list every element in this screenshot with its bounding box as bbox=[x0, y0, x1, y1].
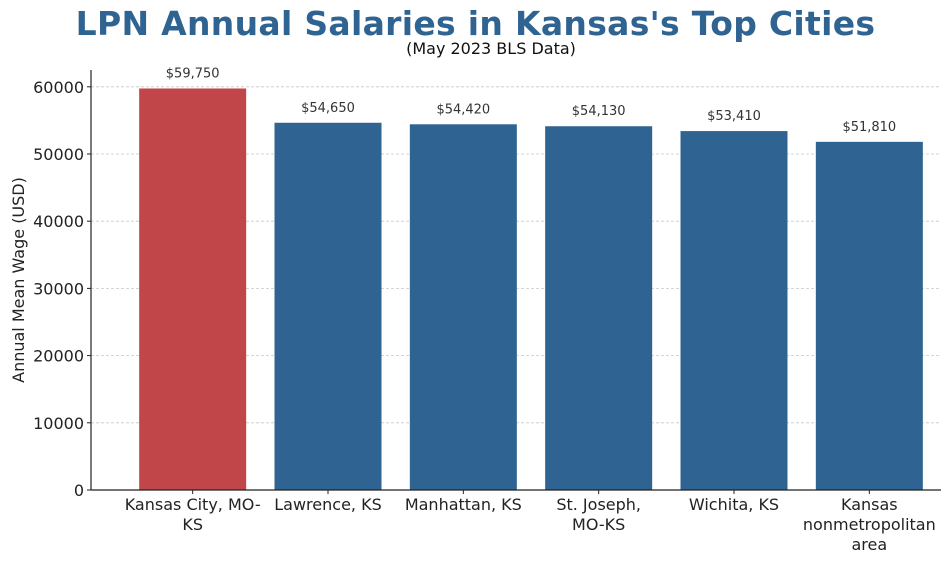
x-tick-label: St. Joseph, MO-KS bbox=[556, 495, 641, 534]
y-tick-label: 60000 bbox=[33, 78, 84, 97]
bar bbox=[680, 131, 788, 491]
x-tick-label: Manhattan, KS bbox=[405, 495, 522, 514]
y-tick-label: 50000 bbox=[33, 145, 84, 164]
y-axis-label: Annual Mean Wage (USD) bbox=[9, 177, 28, 383]
chart-title: LPN Annual Salaries in Kansas's Top Citi… bbox=[75, 4, 876, 43]
data-labels: $59,750 $54,650 $54,420 $54,130 $53,410 $51,8… bbox=[166, 66, 896, 134]
data-label: $53,410 bbox=[707, 109, 761, 124]
data-label: $54,130 bbox=[572, 104, 626, 119]
y-tick-label: 30000 bbox=[33, 279, 84, 298]
x-tick-label: Lawrence, KS bbox=[274, 495, 381, 514]
bar bbox=[409, 124, 517, 490]
data-label: $51,810 bbox=[842, 120, 896, 135]
x-axis-ticks: Kansas City, MO-KS Lawrence, KS Manhattan,… bbox=[125, 490, 936, 554]
y-axis-ticks: 0 10000 20000 30000 40000 50000 60000 bbox=[33, 78, 91, 500]
bars bbox=[139, 88, 923, 491]
x-tick-label: Wichita, KS bbox=[689, 495, 779, 514]
data-label: $59,750 bbox=[166, 66, 220, 81]
bar bbox=[139, 88, 247, 490]
chart-subtitle: (May 2023 BLS Data) bbox=[406, 39, 576, 58]
bar bbox=[545, 126, 653, 490]
y-tick-label: 10000 bbox=[33, 414, 84, 433]
y-tick-label: 0 bbox=[74, 481, 84, 500]
x-tick-label: Kansas City, MO-KS bbox=[125, 495, 261, 534]
bar bbox=[815, 141, 923, 491]
data-label: $54,650 bbox=[301, 101, 355, 116]
x-tick-label: Kansas nonmetropolitan area bbox=[803, 495, 936, 554]
bar bbox=[274, 122, 382, 490]
y-tick-label: 20000 bbox=[33, 347, 84, 366]
y-tick-label: 40000 bbox=[33, 212, 84, 231]
data-label: $54,420 bbox=[436, 102, 490, 117]
